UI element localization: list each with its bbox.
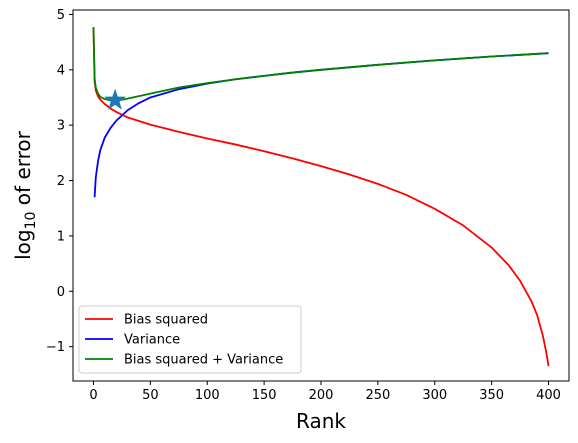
- y-tick-label: 0: [57, 285, 65, 300]
- x-axis: 0 50 100 150 200 250 300 350 400: [89, 381, 561, 403]
- y-tick-label: 1: [57, 229, 65, 244]
- x-tick-label: 300: [422, 388, 447, 403]
- y-tick-label: 2: [57, 174, 65, 189]
- legend-label-variance: Variance: [124, 333, 180, 348]
- y-axis: −1 0 1 2 3 4 5: [46, 8, 73, 355]
- x-tick-label: 200: [309, 388, 334, 403]
- y-axis-title-rest: of error: [11, 130, 35, 211]
- x-tick-label: 100: [195, 388, 220, 403]
- x-tick-label: 350: [479, 388, 504, 403]
- x-tick-label: 150: [252, 388, 277, 403]
- y-axis-title: log10 of error: [11, 130, 39, 260]
- x-tick-label: 250: [365, 388, 390, 403]
- variance-line: [93, 52, 549, 198]
- marker-layer: [104, 88, 127, 110]
- bias-plus-variance-line: [92, 27, 549, 102]
- series-layer: [92, 27, 550, 367]
- y-tick-label: 3: [57, 119, 65, 134]
- y-tick-label: 5: [57, 8, 65, 23]
- y-tick-label: 4: [57, 63, 65, 78]
- legend-label-total: Bias squared + Variance: [124, 353, 283, 368]
- x-axis-title: Rank: [296, 409, 346, 433]
- x-tick-label: 0: [89, 388, 97, 403]
- y-axis-title-base: log: [11, 229, 35, 260]
- x-tick-label: 50: [142, 388, 159, 403]
- legend-label-bias: Bias squared: [124, 313, 208, 328]
- y-tick-label: −1: [46, 340, 65, 355]
- optimum-star-marker: [104, 88, 127, 110]
- legend: Bias squared Variance Bias squared + Var…: [78, 305, 302, 374]
- x-tick-label: 400: [536, 388, 561, 403]
- bias-squared-line: [92, 27, 550, 367]
- y-axis-title-subscript: 10: [23, 212, 39, 230]
- legend-box: [78, 305, 302, 374]
